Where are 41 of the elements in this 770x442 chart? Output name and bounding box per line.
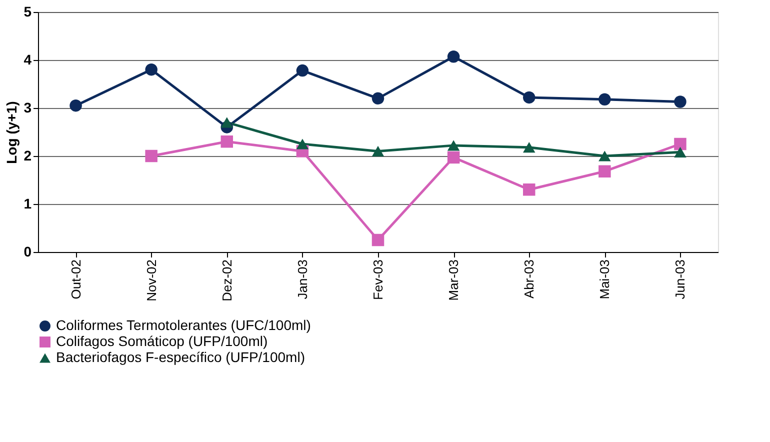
legend-label: Colifagos Somáticop (UFP/100ml): [56, 333, 268, 349]
y-tick-label: 2: [24, 148, 32, 164]
point: [447, 151, 460, 164]
point: [522, 142, 536, 153]
point: [70, 99, 82, 112]
point: [447, 140, 460, 151]
x-tick-label: Out-02: [68, 260, 84, 300]
point: [522, 91, 536, 104]
point: [598, 165, 611, 178]
x-tick-label: Nov-02: [144, 260, 159, 302]
point: [598, 93, 611, 106]
point: [220, 117, 234, 128]
point: [220, 135, 234, 148]
point: [674, 138, 686, 150]
point: [372, 92, 384, 105]
x-tick-label: Fev-03: [370, 260, 386, 300]
point: [674, 146, 686, 158]
y-tick-label: 3: [24, 100, 32, 116]
point: [296, 64, 309, 77]
y-tick-label: 4: [24, 52, 32, 68]
x-tick-label: Jun-03: [672, 260, 688, 300]
point: [674, 96, 686, 108]
point: [522, 183, 536, 196]
y-axis-title: Log (y+1): [4, 101, 20, 164]
x-tick-label: Mai-03: [597, 260, 612, 300]
x-tick-label: Mar-03: [446, 260, 462, 301]
point: [145, 63, 158, 76]
x-tick-label: Dez-02: [219, 260, 234, 302]
y-tick-label: 1: [24, 196, 32, 212]
legend-label: Bacteriofagos F-específico (UFP/100ml): [56, 349, 305, 365]
point: [372, 146, 384, 157]
point: [145, 150, 158, 162]
x-tick-label: Abr-03: [522, 260, 537, 299]
point: [372, 234, 384, 246]
x-tick-label: Jan-03: [294, 260, 310, 300]
y-tick-label: 5: [24, 4, 32, 20]
legend-label: Coliformes Termotolerantes (UFC/100ml): [56, 317, 311, 333]
y-tick-label: 0: [24, 244, 32, 260]
point: [598, 150, 611, 162]
point: [447, 50, 460, 63]
point: [296, 138, 309, 150]
